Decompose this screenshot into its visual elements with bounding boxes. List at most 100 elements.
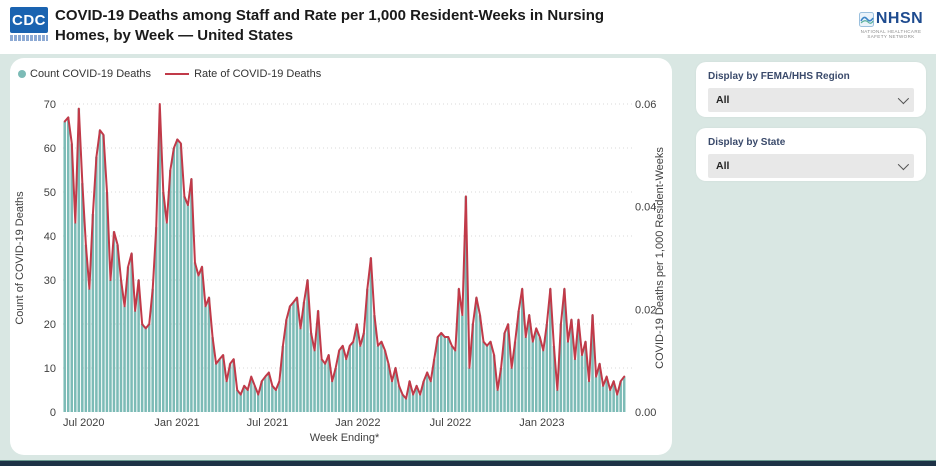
bar[interactable] <box>292 302 295 412</box>
legend-item-count[interactable]: Count COVID-19 Deaths <box>18 68 151 80</box>
bar[interactable] <box>197 275 200 412</box>
bar[interactable] <box>253 385 256 412</box>
bar[interactable] <box>443 337 446 412</box>
bar[interactable] <box>285 319 288 412</box>
bar[interactable] <box>109 280 112 412</box>
bar[interactable] <box>362 332 366 412</box>
bar[interactable] <box>207 297 211 412</box>
bar[interactable] <box>154 227 158 412</box>
bar[interactable] <box>527 315 531 412</box>
bar[interactable] <box>151 288 154 412</box>
bar[interactable] <box>232 359 235 412</box>
bar[interactable] <box>475 297 478 412</box>
bar[interactable] <box>450 346 454 412</box>
bar[interactable] <box>454 350 457 412</box>
bar[interactable] <box>485 346 489 412</box>
bar[interactable] <box>112 231 116 412</box>
cdc-logo[interactable]: CDC <box>10 7 48 33</box>
bar[interactable] <box>158 112 161 413</box>
bar[interactable] <box>70 143 74 412</box>
bar[interactable] <box>499 368 503 412</box>
bar[interactable] <box>566 341 570 412</box>
bar[interactable] <box>471 324 475 412</box>
bar[interactable] <box>591 315 594 412</box>
bar[interactable] <box>401 394 404 412</box>
bar[interactable] <box>534 328 538 412</box>
bar[interactable] <box>397 385 401 412</box>
bar[interactable] <box>313 350 316 412</box>
bar[interactable] <box>214 363 218 412</box>
bar[interactable] <box>464 196 468 412</box>
bar[interactable] <box>408 381 411 412</box>
bar[interactable] <box>513 341 517 412</box>
bar[interactable] <box>366 288 369 412</box>
bar[interactable] <box>344 359 348 412</box>
bar[interactable] <box>193 262 197 412</box>
bar[interactable] <box>169 170 172 412</box>
bar[interactable] <box>320 359 323 412</box>
bar[interactable] <box>559 324 563 412</box>
bar[interactable] <box>605 376 608 412</box>
bar[interactable] <box>204 306 207 412</box>
bar[interactable] <box>577 319 580 412</box>
bar[interactable] <box>267 372 271 412</box>
state-dropdown[interactable]: All <box>708 154 914 178</box>
bar[interactable] <box>119 280 123 412</box>
bar[interactable] <box>95 156 98 412</box>
bar[interactable] <box>278 381 281 412</box>
bar[interactable] <box>380 341 383 412</box>
bar[interactable] <box>520 288 524 412</box>
bar[interactable] <box>373 315 376 412</box>
bar[interactable] <box>81 183 84 412</box>
bar[interactable] <box>425 372 429 412</box>
bar[interactable] <box>66 117 70 412</box>
bar[interactable] <box>619 381 622 412</box>
bar[interactable] <box>116 244 119 412</box>
bar[interactable] <box>242 385 246 412</box>
bar[interactable] <box>330 381 334 412</box>
bar[interactable] <box>415 385 418 412</box>
bar[interactable] <box>88 288 91 412</box>
bar[interactable] <box>612 381 615 412</box>
bar[interactable] <box>176 139 179 412</box>
bar[interactable] <box>218 359 221 412</box>
bar[interactable] <box>580 354 584 412</box>
bar[interactable] <box>432 359 436 412</box>
bar[interactable] <box>503 332 506 412</box>
bar[interactable] <box>542 350 545 412</box>
bar[interactable] <box>351 341 355 412</box>
bar[interactable] <box>461 315 464 412</box>
bar[interactable] <box>411 394 415 412</box>
bar[interactable] <box>482 341 485 412</box>
bar[interactable] <box>144 328 147 412</box>
legend-item-rate[interactable]: Rate of COVID-19 Deaths <box>151 68 321 80</box>
bar[interactable] <box>563 288 566 412</box>
bar[interactable] <box>422 381 425 412</box>
bar[interactable] <box>598 363 601 412</box>
bar[interactable] <box>348 346 351 412</box>
bar[interactable] <box>496 390 499 412</box>
bar[interactable] <box>359 346 362 412</box>
bar[interactable] <box>133 310 137 412</box>
bar[interactable] <box>295 297 299 412</box>
bar[interactable] <box>556 390 559 412</box>
bar[interactable] <box>323 363 327 412</box>
bar[interactable] <box>77 108 81 413</box>
bar[interactable] <box>355 324 359 412</box>
bar[interactable] <box>137 280 140 412</box>
bar[interactable] <box>221 354 225 412</box>
bar[interactable] <box>74 222 77 412</box>
bar[interactable] <box>91 214 95 412</box>
bar[interactable] <box>468 368 471 412</box>
bar[interactable] <box>517 310 520 412</box>
bar[interactable] <box>239 394 242 412</box>
bar[interactable] <box>394 368 397 412</box>
bar[interactable] <box>211 337 214 412</box>
bar[interactable] <box>531 341 534 412</box>
bar[interactable] <box>570 319 573 412</box>
bar[interactable] <box>302 302 306 412</box>
bar[interactable] <box>376 346 380 412</box>
bar[interactable] <box>341 346 344 412</box>
bar[interactable] <box>608 390 612 412</box>
bar[interactable] <box>510 368 513 412</box>
